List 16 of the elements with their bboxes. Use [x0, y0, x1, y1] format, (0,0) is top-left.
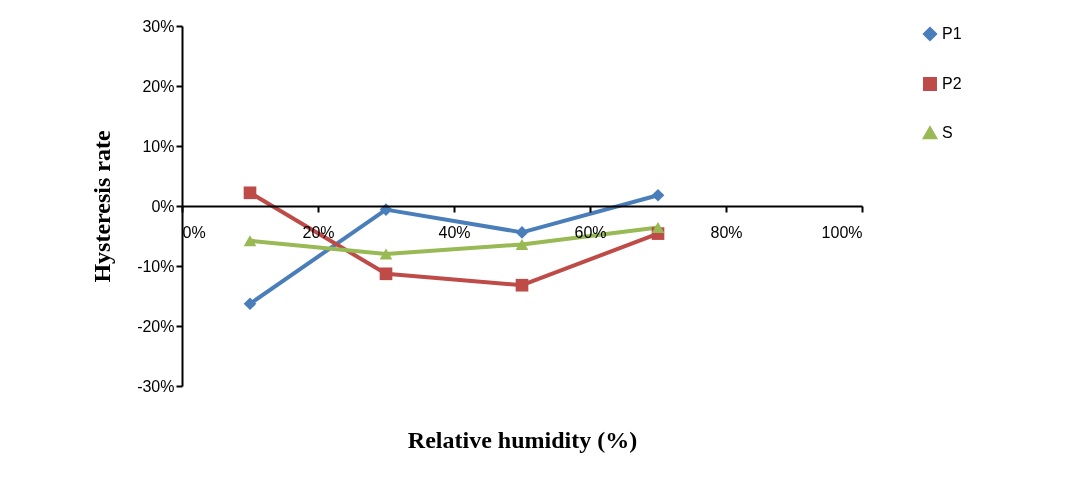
legend-label: P2	[942, 75, 962, 92]
y-tick-label: 10%	[142, 137, 175, 155]
x-tick-label: 80%	[710, 223, 743, 241]
y-tick-label: 0%	[151, 197, 175, 215]
x-tick-label: 0%	[182, 223, 206, 241]
y-tick-label: -20%	[137, 317, 175, 335]
legend-label: S	[942, 124, 953, 141]
y-tick-label: 30%	[142, 17, 175, 35]
x-tick-label: 100%	[821, 223, 863, 241]
y-tick-label: 20%	[142, 77, 175, 95]
x-axis-title: Relative humidity (%)	[407, 426, 638, 453]
y-axis-title: Hysteresis rate	[89, 130, 116, 283]
x-tick-label: 40%	[438, 223, 471, 241]
y-tick-label: -10%	[137, 257, 175, 275]
legend-label: P1	[942, 25, 962, 42]
y-tick-label: -30%	[137, 377, 175, 395]
